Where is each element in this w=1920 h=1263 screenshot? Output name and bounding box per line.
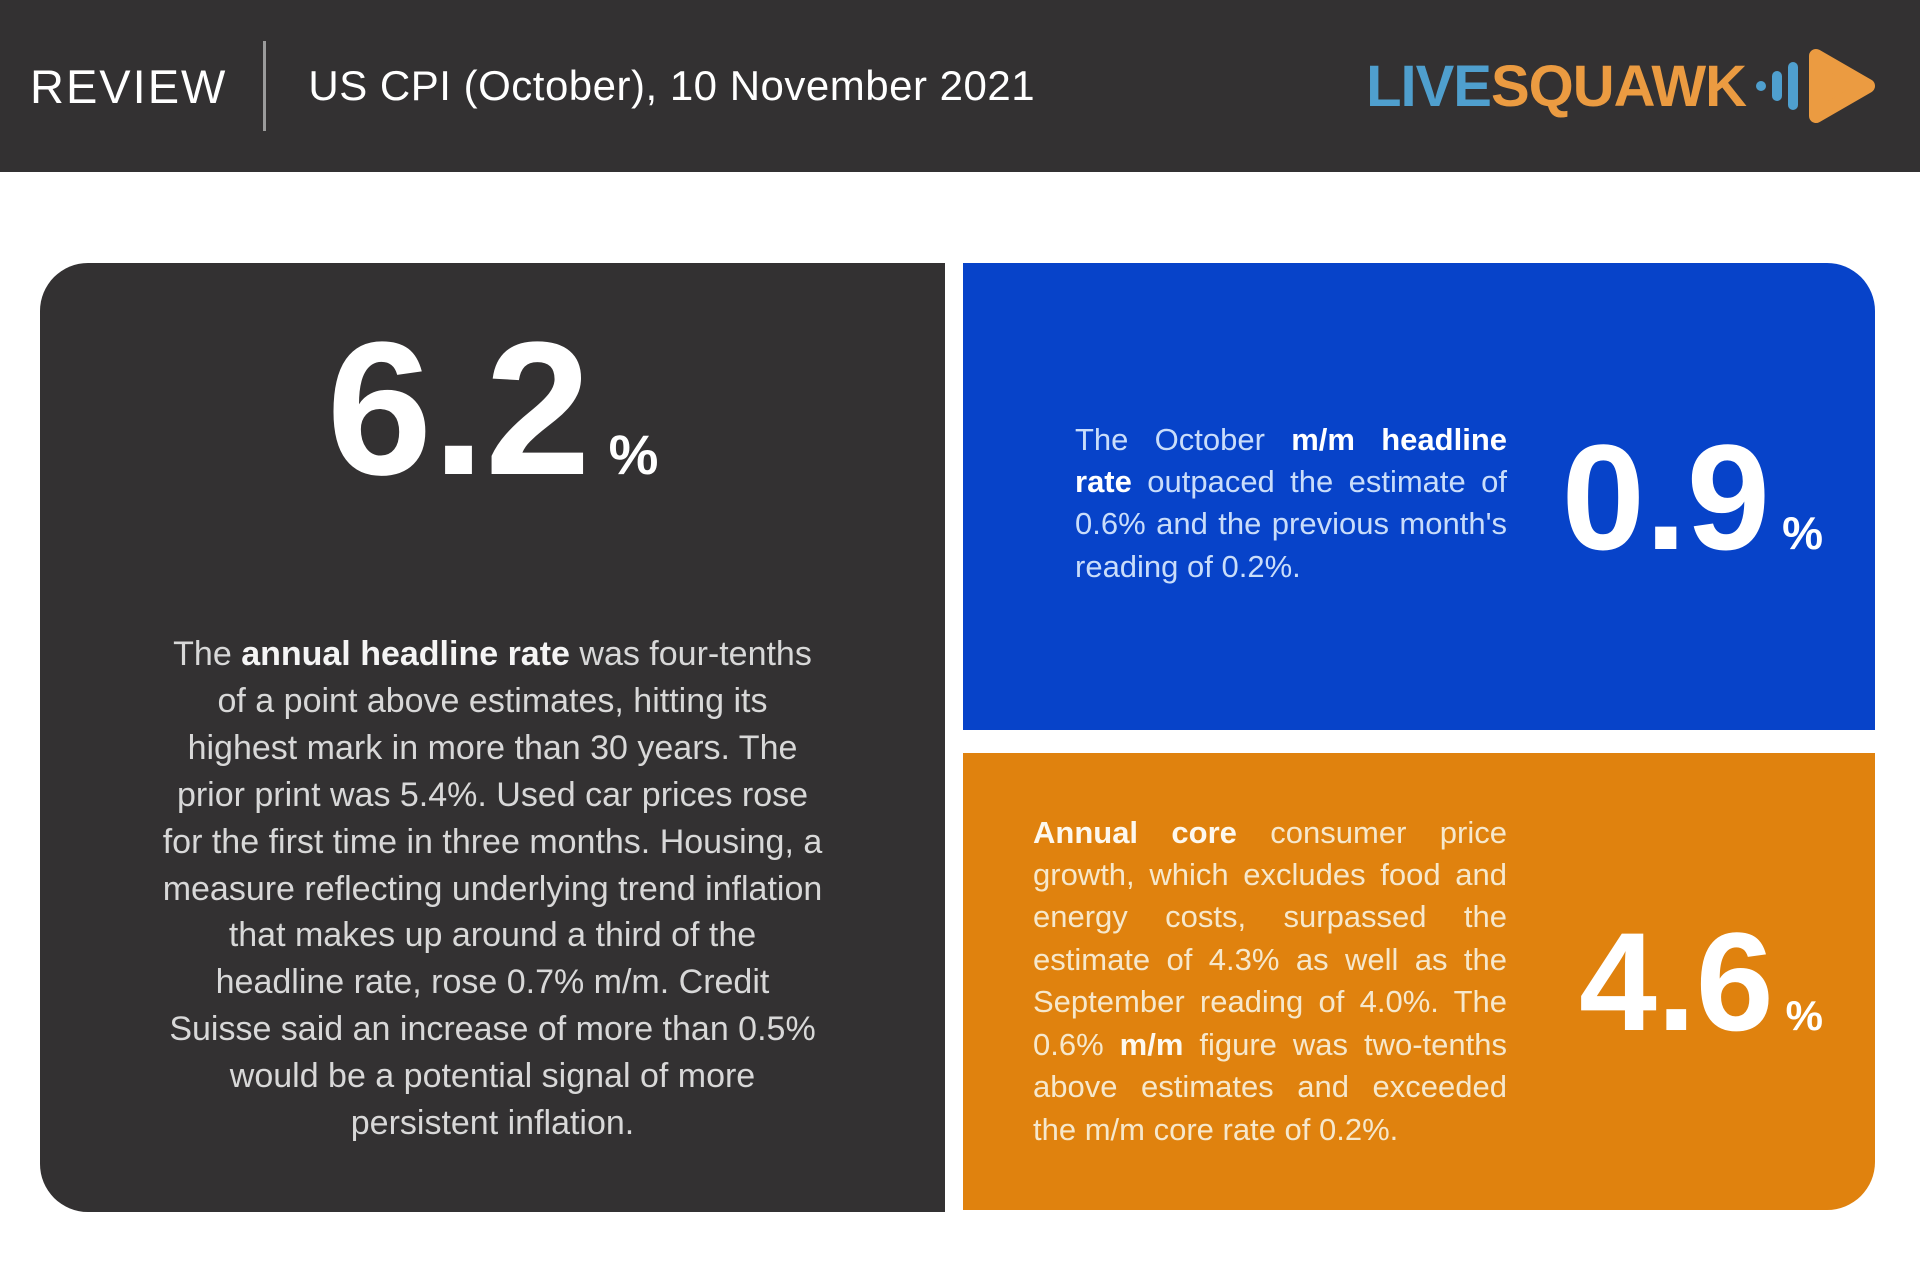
- mm-headline-card: The October m/m headline rate outpaced t…: [963, 263, 1875, 730]
- annual-headline-paragraph: The annual headline rate was four-tenths…: [162, 635, 823, 1143]
- signal-bar-short: [1772, 71, 1782, 101]
- mm-headline-value: 0.9%: [1562, 422, 1823, 572]
- header-divider: [263, 41, 267, 131]
- signal-dot: [1756, 81, 1766, 91]
- core-rate-value: 4.6%: [1579, 911, 1823, 1052]
- audio-signal-icon: [1756, 62, 1798, 110]
- annual-headline-card: 6.2% The annual headline rate was four-t…: [40, 263, 945, 1212]
- annual-headline-value: 6.2%: [40, 291, 945, 529]
- play-triangle-icon: [1809, 49, 1875, 123]
- page-title: US CPI (October), 10 November 2021: [308, 62, 1036, 109]
- core-rate-number: 4.6: [1579, 902, 1774, 1060]
- percent-sign: %: [1782, 506, 1823, 559]
- signal-bar-tall: [1788, 62, 1798, 110]
- annual-headline-number: 6.2: [326, 303, 591, 515]
- header-bar: REVIEW US CPI (October), 10 November 202…: [0, 0, 1920, 172]
- mm-headline-paragraph: The October m/m headline rate outpaced t…: [1075, 421, 1507, 584]
- livesquawk-logo: LIVE SQUAWK: [1366, 46, 1878, 126]
- core-rate-paragraph: Annual core consumer price growth, which…: [1033, 814, 1507, 1147]
- logo-live-text: LIVE: [1366, 53, 1492, 119]
- percent-sign: %: [608, 423, 659, 486]
- logo-squawk-text: SQUAWK: [1491, 53, 1747, 119]
- core-rate-card: Annual core consumer price growth, which…: [963, 753, 1875, 1210]
- mm-headline-number: 0.9: [1561, 412, 1771, 581]
- percent-sign: %: [1785, 991, 1823, 1039]
- review-label: REVIEW: [30, 59, 228, 113]
